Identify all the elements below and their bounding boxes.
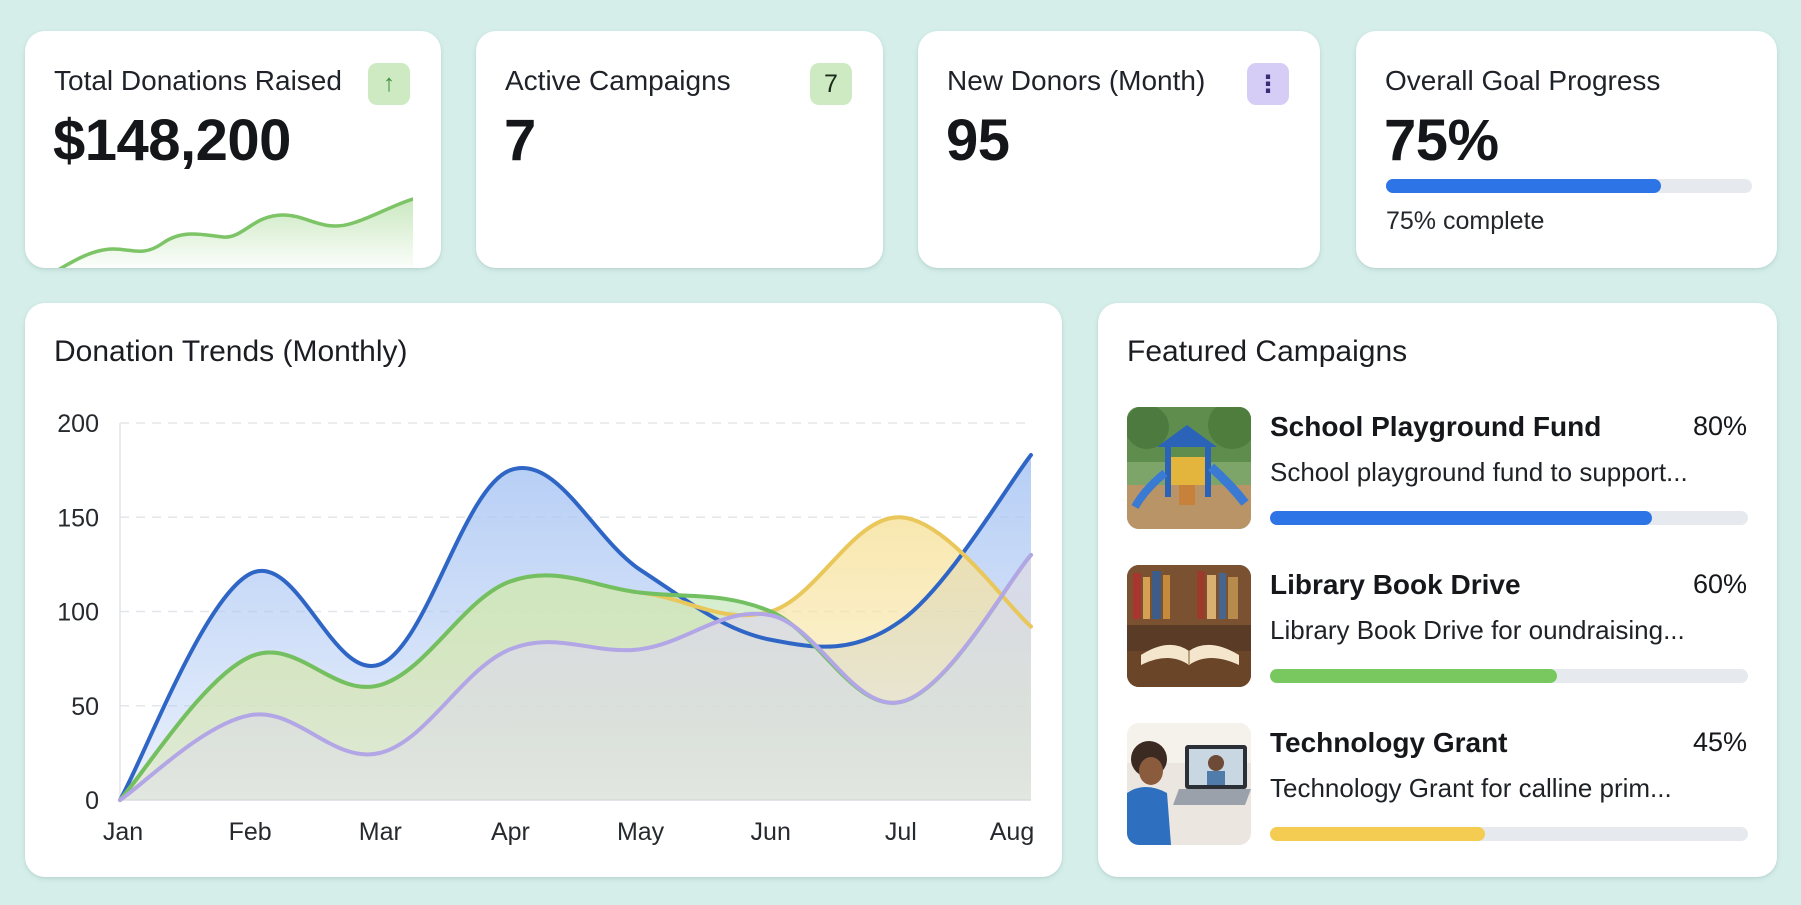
campaign-thumbnail-technology bbox=[1127, 723, 1251, 845]
series-line bbox=[118, 552, 1033, 802]
featured-title: Featured Campaigns bbox=[1127, 335, 1408, 368]
kpi-value: $148,200 bbox=[53, 108, 291, 173]
goal-caption: 75% complete bbox=[1386, 207, 1545, 235]
campaign-description: School playground fund to support... bbox=[1270, 457, 1688, 487]
x-tick-label: Jan bbox=[103, 818, 143, 846]
x-tick-label: Aug bbox=[990, 818, 1034, 846]
more-vertical-icon[interactable]: ⋮ bbox=[1247, 63, 1289, 105]
campaign-progress-bar bbox=[1270, 669, 1748, 683]
campaign-percent: 80% bbox=[1692, 411, 1747, 441]
campaign-name: School Playground Fund bbox=[1270, 411, 1602, 442]
sparkline bbox=[57, 197, 413, 268]
campaign-percent: 60% bbox=[1692, 569, 1747, 599]
goal-progress-bar bbox=[1386, 179, 1752, 193]
campaign-name: Library Book Drive bbox=[1270, 569, 1521, 600]
campaign-percent: 45% bbox=[1692, 727, 1747, 757]
campaign-thumbnail-playground bbox=[1127, 407, 1251, 529]
kpi-card-active-campaigns: Active Campaigns 7 7 bbox=[476, 31, 883, 268]
y-tick-label: 100 bbox=[57, 599, 99, 627]
x-tick-label: Apr bbox=[491, 818, 530, 846]
campaign-description: Technology Grant for calline prim... bbox=[1270, 773, 1672, 803]
x-tick-label: Mar bbox=[359, 818, 402, 846]
y-tick-label: 0 bbox=[85, 787, 99, 815]
arrow-up-icon: ↑ bbox=[368, 63, 410, 105]
campaign-progress-bar bbox=[1270, 827, 1748, 841]
goal-progress-fill bbox=[1386, 179, 1661, 193]
campaign-progress-fill bbox=[1270, 669, 1557, 683]
campaign-name: Technology Grant bbox=[1270, 727, 1508, 758]
campaign-progress-bar bbox=[1270, 511, 1748, 525]
kpi-value: 75% bbox=[1384, 108, 1499, 173]
count-badge: 7 bbox=[810, 63, 852, 105]
campaign-description: Library Book Drive for oundraising... bbox=[1270, 615, 1685, 645]
kpi-title: Overall Goal Progress bbox=[1385, 65, 1661, 96]
kpi-card-total-donations: Total Donations Raised ↑ $148,200 bbox=[25, 31, 441, 268]
campaign-progress-fill bbox=[1270, 827, 1486, 841]
x-tick-label: Jun bbox=[751, 818, 791, 846]
kpi-value: 7 bbox=[504, 108, 536, 173]
kpi-title: New Donors (Month) bbox=[947, 65, 1206, 96]
kpi-card-new-donors: New Donors (Month) ⋮ 95 bbox=[918, 31, 1320, 268]
campaign-item[interactable]: Technology Grant 45% Technology Grant fo… bbox=[1127, 723, 1748, 845]
y-tick-label: 150 bbox=[57, 504, 99, 532]
kpi-card-goal-progress: Overall Goal Progress 75% 75% complete bbox=[1356, 31, 1777, 268]
y-tick-label: 200 bbox=[57, 410, 99, 438]
kpi-title: Active Campaigns bbox=[505, 65, 731, 96]
campaign-item[interactable]: Library Book Drive 60% Library Book Driv… bbox=[1127, 565, 1748, 687]
series-line bbox=[118, 453, 1033, 802]
campaign-progress-fill bbox=[1270, 511, 1653, 525]
y-tick-label: 50 bbox=[71, 693, 99, 721]
chart-title: Donation Trends (Monthly) bbox=[54, 335, 408, 368]
donation-trends-card: Donation Trends (Monthly) 0 50 100 150 200 Ja… bbox=[25, 303, 1062, 877]
kpi-value: 95 bbox=[946, 108, 1010, 173]
x-tick-label: Feb bbox=[229, 818, 272, 846]
x-tick-label: May bbox=[617, 818, 665, 846]
donation-trends-chart: 0 50 100 150 200 Jan Feb Mar Apr May Jun Jul Aug bbox=[57, 410, 1034, 846]
kpi-title: Total Donations Raised bbox=[54, 65, 342, 96]
featured-campaigns-card: Featured Campaigns School Playground Fun… bbox=[1098, 303, 1777, 877]
x-tick-label: Jul bbox=[885, 818, 917, 846]
campaign-thumbnail-library bbox=[1127, 565, 1251, 687]
series-area bbox=[120, 554, 1031, 800]
campaign-item[interactable]: School Playground Fund 80% School playgr… bbox=[1127, 407, 1748, 529]
